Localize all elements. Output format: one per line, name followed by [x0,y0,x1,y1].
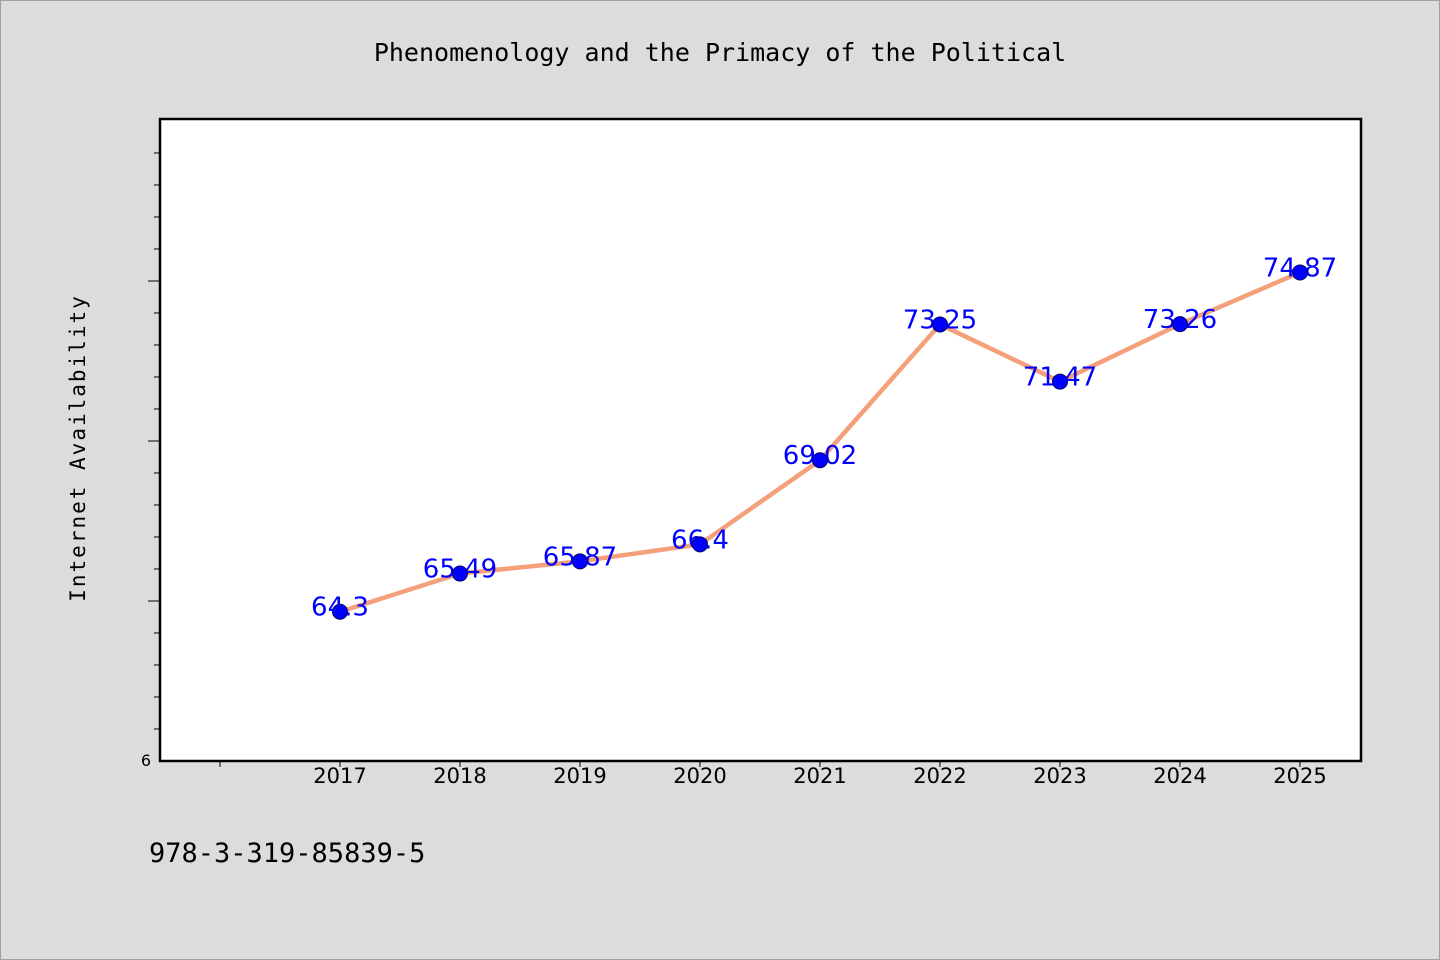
chart-title: Phenomenology and the Primacy of the Pol… [374,38,1066,67]
data-point [692,536,708,553]
x-tick-label: 2024 [1153,764,1206,788]
x-tick-label: 2022 [913,764,966,788]
data-point [812,452,828,469]
x-axis-ticks: 2017 2018 2019 2020 2021 2022 2023 2024 2025 [219,761,1327,788]
x-tick-label: 2017 [313,764,366,788]
data-point [1172,316,1188,333]
x-tick-label: 2018 [433,764,486,788]
x-tick-label: 2023 [1033,764,1086,788]
data-point [1292,264,1308,281]
data-point [1052,373,1068,390]
y-tick-label: 6 [141,751,151,770]
plot-area [158,117,1363,763]
isbn-footer: 978-3-319-85839-5 [149,838,425,869]
data-point [452,565,468,582]
y-axis-ticks: 6 [141,152,160,770]
x-tick-label: 2019 [553,764,606,788]
series-layer: 64.365.4965.8766.469.0273.2571.4773.2674… [311,253,1337,622]
y-axis-label: Internet Availability [66,294,90,602]
data-point [332,603,348,620]
data-point [932,316,948,333]
x-tick-label: 2025 [1273,764,1326,788]
data-point [572,553,588,570]
x-tick-label: 2021 [793,764,846,788]
x-tick-label: 2020 [673,764,726,788]
